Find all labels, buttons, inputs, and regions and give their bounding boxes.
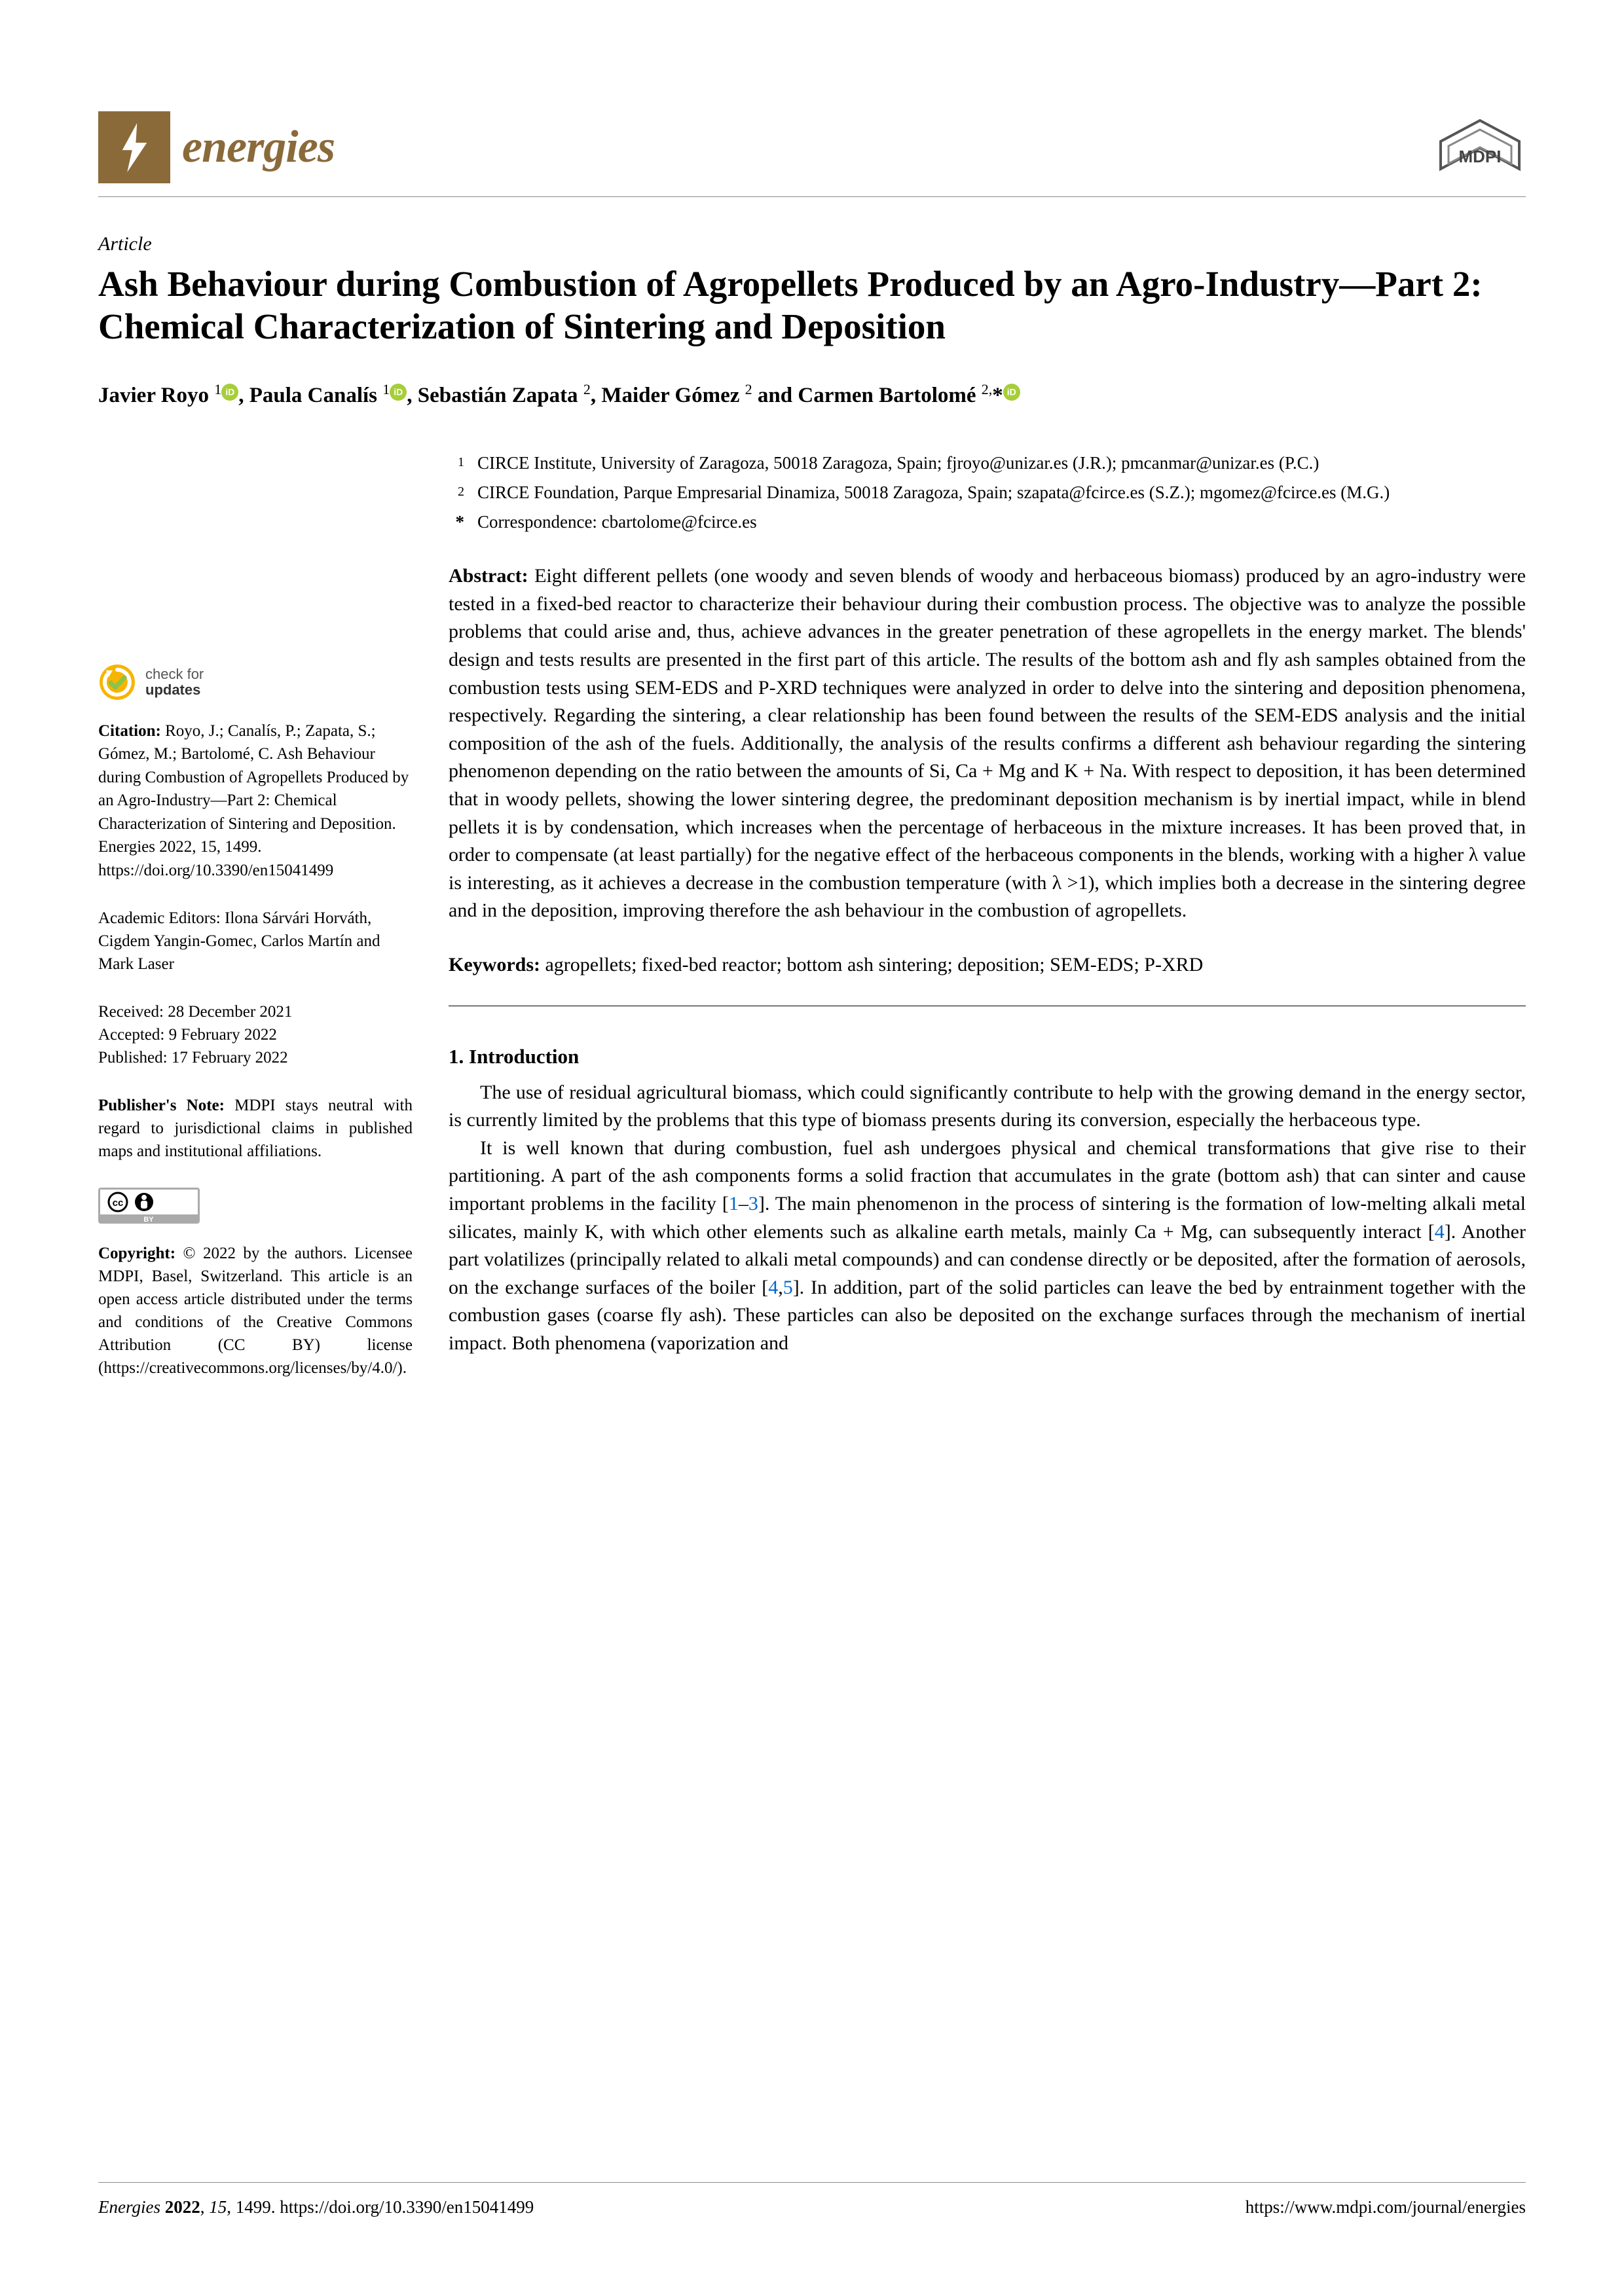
copyright-label: Copyright: [98,1245,175,1262]
author: Paula Canalís [249,384,377,407]
check-updates-label: check forupdates [145,666,204,698]
citation-block: Citation: Royo, J.; Canalís, P.; Zapata,… [98,720,413,883]
ref-link[interactable]: 4 [768,1277,778,1298]
cc-by-badge-icon[interactable]: cc BY [98,1188,200,1224]
citation-text: Royo, J.; Canalís, P.; Zapata, S.; Gómez… [98,722,409,879]
section-heading: 1. Introduction [449,1042,1526,1071]
author-affil-sup: 1 [382,381,390,397]
editors-label: Academic Editors: [98,909,221,927]
check-for-updates[interactable]: check forupdates [98,663,413,701]
footer-left: Energies 2022, 15, 1499. https://doi.org… [98,2197,534,2217]
affiliation-list: 1 CIRCE Institute, University of Zaragoz… [449,450,1526,535]
svg-text:cc: cc [113,1197,124,1209]
ref-link[interactable]: 4 [1435,1221,1445,1243]
abstract-text: Eight different pellets (one woody and s… [449,565,1526,921]
journal-name: energies [182,121,335,173]
orcid-icon[interactable] [390,384,407,401]
article-type: Article [98,233,1526,255]
header-rule [98,196,1526,197]
author-affil-sup: 1 [214,381,221,397]
svg-text:MDPI: MDPI [1459,147,1502,166]
author: Javier Royo [98,384,209,407]
ref-link[interactable]: 3 [748,1193,758,1214]
author: Carmen Bartolomé [798,384,976,407]
journal-logo: energies [98,111,335,183]
author: Sebastián Zapata [418,384,578,407]
author: Maider Gómez [601,384,739,407]
mdpi-logo[interactable]: MDPI [1434,117,1526,179]
affil-marker: 2 [449,480,464,505]
publishers-note: Publisher's Note: MDPI stays neutral wit… [98,1094,413,1163]
ref-link[interactable]: 1 [729,1193,739,1214]
keywords-text: agropellets; fixed-bed reactor; bottom a… [545,954,1203,975]
copyright-text: © 2022 by the authors. Licensee MDPI, Ba… [98,1245,413,1377]
copyright-block: Copyright: © 2022 by the authors. Licens… [98,1242,413,1379]
footer-right[interactable]: https://www.mdpi.com/journal/energies [1246,2197,1526,2217]
dates-block: Received: 28 December 2021 Accepted: 9 F… [98,1000,413,1069]
affil-text: CIRCE Foundation, Parque Empresarial Din… [477,480,1390,505]
keywords-label: Keywords: [449,954,540,975]
journal-logo-box [98,111,170,183]
author-affil-sup: 2 [745,381,752,397]
main-content: 1 CIRCE Institute, University of Zaragoz… [449,450,1526,1405]
svg-text:BY: BY [143,1216,154,1224]
affiliation-row: 1 CIRCE Institute, University of Zaragoz… [449,450,1526,476]
corr-marker: * [449,509,464,535]
intro-para-2: It is well known that during combustion,… [449,1135,1526,1358]
author-list: Javier Royo 1, Paula Canalís 1, Sebastiá… [98,381,1526,408]
affiliation-row: 2 CIRCE Foundation, Parque Empresarial D… [449,480,1526,505]
abstract: Abstract: Eight different pellets (one w… [449,562,1526,925]
correspondence-row: * Correspondence: cbartolome@fcirce.es [449,509,1526,535]
page-footer: Energies 2022, 15, 1499. https://doi.org… [98,2182,1526,2217]
abstract-label: Abstract: [449,565,528,587]
editors-block: Academic Editors: Ilona Sárvári Horváth,… [98,907,413,975]
ref-link[interactable]: 5 [783,1277,793,1298]
sidebar: check forupdates Citation: Royo, J.; Can… [98,450,413,1405]
header: energies MDPI [98,111,1526,183]
article-title: Ash Behaviour during Combustion of Agrop… [98,263,1526,348]
footer-rule [98,2182,1526,2183]
affil-text: CIRCE Institute, University of Zaragoza,… [477,450,1319,476]
affil-marker: 1 [449,450,464,476]
corr-text: Correspondence: cbartolome@fcirce.es [477,509,757,535]
published-date: Published: 17 February 2022 [98,1046,413,1069]
author-affil-sup: 2, [982,381,993,397]
check-updates-icon [98,663,136,701]
author-affil-sup: 2 [583,381,591,397]
accepted-date: Accepted: 9 February 2022 [98,1023,413,1046]
intro-para-1: The use of residual agricultural biomass… [449,1079,1526,1135]
orcid-icon[interactable] [221,384,238,401]
pubnote-label: Publisher's Note: [98,1097,225,1114]
lightning-bolt-icon [120,123,149,172]
received-date: Received: 28 December 2021 [98,1000,413,1023]
orcid-icon[interactable] [1003,384,1020,401]
keywords: Keywords: agropellets; fixed-bed reactor… [449,951,1526,979]
citation-label: Citation: [98,722,161,740]
